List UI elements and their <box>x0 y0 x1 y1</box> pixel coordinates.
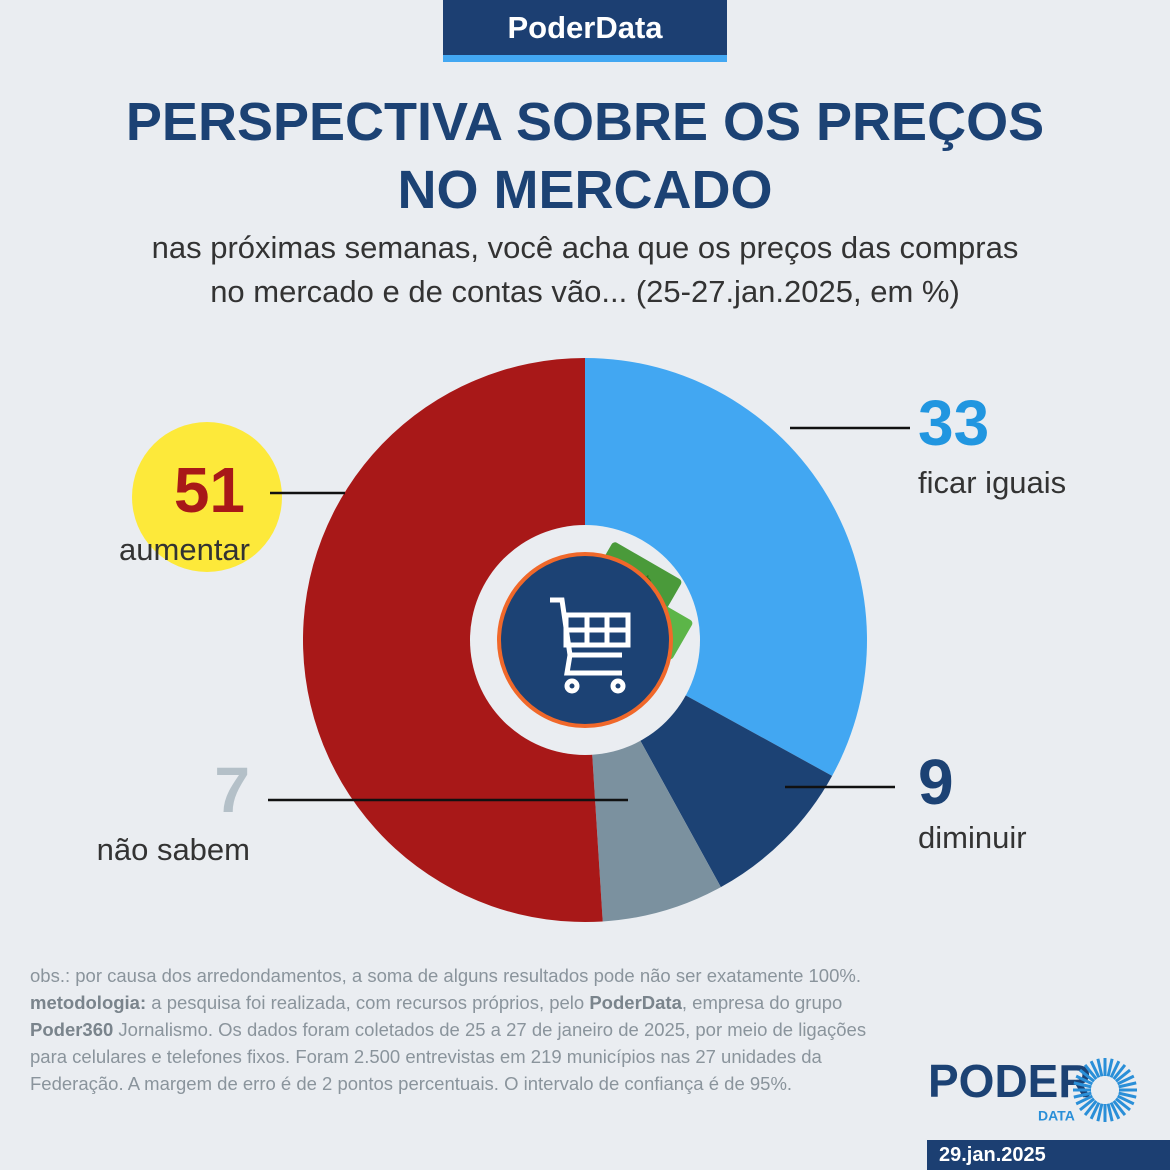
sun-ray <box>1112 1100 1127 1116</box>
sun-ray <box>1079 1068 1095 1083</box>
sun-ray <box>1118 1091 1137 1099</box>
value-label: 7 <box>214 754 250 826</box>
sun-ray <box>1096 1103 1104 1122</box>
subtitle: nas próximas semanas, você acha que os p… <box>0 226 1170 314</box>
sun-ray <box>1083 1100 1098 1116</box>
category-label: não sabem <box>97 832 250 867</box>
title-line: PERSPECTIVA SOBRE OS PREÇOS <box>125 92 1045 152</box>
category-label: diminuir <box>918 820 1027 855</box>
note-text: a pesquisa foi realizada, com recursos p… <box>146 992 590 1013</box>
sun-ray <box>1115 1068 1131 1083</box>
logo: PODER DATA <box>928 1055 1137 1124</box>
sun-ray <box>1089 1060 1101 1079</box>
sun-ray <box>1089 1101 1101 1120</box>
note-bold: metodologia: <box>30 992 147 1013</box>
sun-ray <box>1073 1081 1092 1089</box>
title-line: NO MERCADO <box>397 160 773 220</box>
note-bold: Poder360 <box>30 1019 114 1040</box>
sun-ray <box>1075 1074 1094 1086</box>
sun-ray <box>1073 1091 1092 1099</box>
sun-ray <box>1096 1058 1104 1077</box>
value-label: 9 <box>918 746 954 818</box>
methodology-note: metodologia: a pesquisa foi realizada, c… <box>30 989 880 1097</box>
sun-ray <box>1115 1097 1131 1112</box>
sun-ray <box>1109 1101 1121 1120</box>
category-label: aumentar <box>119 532 250 567</box>
notes: obs.: por causa dos arredondamentos, a s… <box>30 962 880 1097</box>
value-label: 51 <box>174 454 245 526</box>
sun-ray <box>1106 1103 1114 1122</box>
obs-note: obs.: por causa dos arredondamentos, a s… <box>30 965 861 986</box>
category-label: ficar iguais <box>918 465 1066 500</box>
cart-icon <box>550 597 631 694</box>
note-text: Jornalismo. Os dados foram coletados de … <box>30 1019 867 1094</box>
header: PoderData <box>443 0 727 62</box>
value-label: 33 <box>918 387 989 459</box>
sun-ray <box>1118 1081 1137 1089</box>
sun-ray <box>1109 1060 1121 1079</box>
sun-ray <box>1106 1058 1114 1077</box>
pie-slice <box>302 358 603 922</box>
sun-ray <box>1079 1097 1095 1112</box>
subtitle-line: no mercado e de contas vão... (25-27.jan… <box>210 274 960 309</box>
sun-ray <box>1116 1074 1135 1086</box>
subtitle-line: nas próximas semanas, você acha que os p… <box>151 230 1019 265</box>
sun-ray <box>1083 1064 1098 1080</box>
chart-title: PERSPECTIVA SOBRE OS PREÇOS NO MERCADO <box>0 88 1170 224</box>
sun-ray <box>1112 1064 1127 1080</box>
logo-sun <box>1073 1058 1137 1122</box>
logo-main: PODER <box>928 1055 1092 1107</box>
note-bold: PoderData <box>589 992 682 1013</box>
date: 29.jan.2025 <box>927 1140 1170 1170</box>
logo-sub: DATA <box>1038 1108 1075 1124</box>
note-text: , empresa do grupo <box>681 992 843 1013</box>
highlight-circle <box>132 422 282 572</box>
sun-ray <box>1075 1094 1094 1106</box>
sun-ray <box>1116 1094 1135 1106</box>
